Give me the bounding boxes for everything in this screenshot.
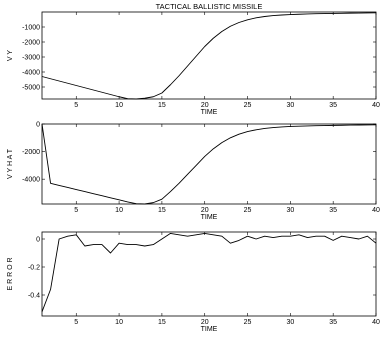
y-tick-label: -4000 <box>22 70 40 77</box>
x-tick-label: 40 <box>372 319 380 326</box>
y-tick-label: -0.2 <box>28 265 40 272</box>
y-tick-label: -2000 <box>22 149 40 156</box>
x-axis-label: TIME <box>201 214 218 221</box>
x-tick-label: 35 <box>329 319 337 326</box>
series-line <box>41 123 377 205</box>
x-tick-label: 15 <box>158 319 166 326</box>
x-tick-label: 5 <box>74 207 78 214</box>
y-tick-label: -3000 <box>22 55 40 62</box>
x-tick-label: 5 <box>74 319 78 326</box>
x-tick-label: 35 <box>329 102 337 109</box>
x-tick-label: 15 <box>158 102 166 109</box>
y-tick-label: -1000 <box>22 25 40 32</box>
x-tick-label: 25 <box>244 207 252 214</box>
y-tick-label: -0.4 <box>28 293 40 300</box>
y-axis-label: V Y <box>7 50 14 61</box>
plot-frame <box>41 11 377 100</box>
x-tick-label: 25 <box>244 319 252 326</box>
plots-layer: 5 10 15 20 25 30 35 40 -1000 -2000 -3000 -4000 -5000… <box>7 11 380 333</box>
figure-title: TACTICAL BALLISTIC MISSILE <box>156 2 263 11</box>
x-tick-label: 30 <box>286 319 294 326</box>
plot-2: 5 10 15 20 25 30 35 40 0 -2000 -4000 TIME V Y H A T <box>7 122 380 222</box>
plot-1: 5 10 15 20 25 30 35 40 -1000 -2000 -3000 -4000 -5000… <box>7 11 380 116</box>
x-tick-label: 20 <box>201 319 209 326</box>
x-tick-label: 30 <box>286 207 294 214</box>
x-tick-label: 20 <box>201 207 209 214</box>
y-axis-label: E R R O R <box>7 257 14 290</box>
y-axis-label: V Y H A T <box>7 148 14 179</box>
x-tick-label: 30 <box>286 102 294 109</box>
y-tick-label: 0 <box>36 237 40 244</box>
y-tick-label: -4000 <box>22 177 40 184</box>
x-tick-label: 25 <box>244 102 252 109</box>
x-axis-label: TIME <box>201 326 218 333</box>
x-tick-label: 40 <box>372 102 380 109</box>
y-tick-label: 0 <box>36 122 40 129</box>
x-axis-label: TIME <box>201 109 218 116</box>
x-tick-label: 35 <box>329 207 337 214</box>
series-line <box>41 12 377 100</box>
plot-frame <box>41 231 377 317</box>
plot-frame <box>41 123 377 205</box>
x-tick-label: 10 <box>115 207 123 214</box>
y-tick-label: -2000 <box>22 40 40 47</box>
x-tick-label: 10 <box>115 319 123 326</box>
y-tick-label: -5000 <box>22 85 40 92</box>
x-tick-label: 20 <box>201 102 209 109</box>
x-tick-label: 10 <box>115 102 123 109</box>
series-line <box>41 232 377 312</box>
x-tick-label: 15 <box>158 207 166 214</box>
plot-3: 5 10 15 20 25 30 35 40 0 -0.2 -0.4 TIME E R R O R <box>7 231 380 333</box>
x-tick-label: 5 <box>74 102 78 109</box>
x-tick-label: 40 <box>372 207 380 214</box>
